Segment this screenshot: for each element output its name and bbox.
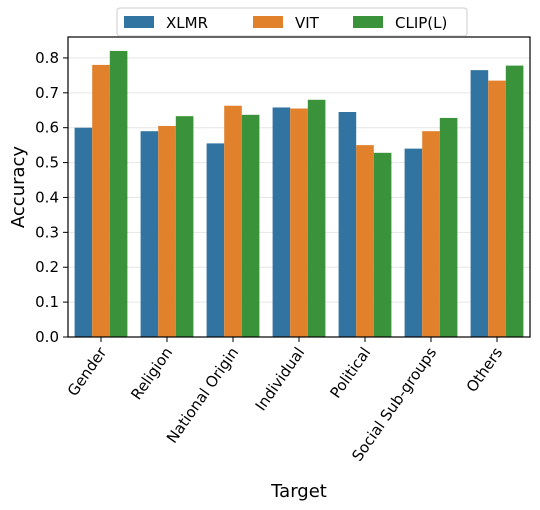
bar-clip-l-: [439, 117, 458, 337]
y-tick-label: 0.0: [35, 328, 59, 346]
bar-vit: [488, 80, 506, 338]
y-tick-label: 0.6: [35, 119, 59, 137]
x-tick-label: Religion: [127, 344, 176, 403]
legend-swatch: [353, 16, 383, 28]
bar-vit: [356, 145, 374, 337]
bar-xlmr: [272, 107, 291, 337]
y-tick-label: 0.4: [35, 188, 59, 206]
bar-clip-l-: [241, 114, 260, 337]
bar-clip-l-: [109, 50, 128, 337]
y-tick-label: 0.7: [35, 84, 59, 102]
legend-box: [116, 7, 468, 37]
y-axis-label: Accuracy: [8, 146, 29, 229]
legend-label: CLIP(L): [395, 14, 447, 32]
x-tick-label: Political: [326, 344, 374, 402]
legend-swatch: [124, 16, 154, 28]
bar-vit: [290, 108, 308, 337]
y-axis: 0.0 0.1 0.2 0.3 0.4 0.5 0.6 0.7 0.8: [35, 49, 68, 346]
x-axis-label: Target: [270, 481, 327, 502]
y-tick-label: 0.1: [35, 293, 59, 311]
bar-xlmr: [74, 127, 93, 337]
bar-xlmr: [404, 148, 423, 337]
bar-xlmr: [338, 112, 357, 337]
bar-clip-l-: [175, 116, 194, 338]
bar-vit: [158, 125, 176, 337]
bar-clip-l-: [505, 65, 524, 338]
x-tick-label: National Origin: [163, 344, 242, 447]
y-tick-label: 0.8: [35, 49, 59, 67]
y-tick-label: 0.5: [35, 154, 59, 172]
bar-vit: [224, 105, 242, 337]
legend: XLMR VIT CLIP(L): [116, 7, 468, 37]
x-tick-label: Individual: [252, 344, 309, 414]
bar-xlmr: [206, 143, 225, 337]
bars: [74, 50, 524, 338]
x-tick-label: Gender: [64, 343, 111, 399]
bar-xlmr: [140, 131, 159, 337]
x-tick-label: Others: [463, 344, 507, 396]
bar-xlmr: [470, 70, 489, 338]
legend-label: XLMR: [166, 14, 208, 32]
bar-clip-l-: [373, 152, 392, 337]
bar-vit: [92, 64, 110, 337]
y-tick-label: 0.2: [35, 258, 59, 276]
bar-vit: [422, 131, 440, 337]
legend-swatch: [253, 16, 283, 28]
legend-label: VIT: [295, 14, 320, 32]
bar-clip-l-: [307, 99, 326, 337]
y-tick-label: 0.3: [35, 223, 59, 241]
